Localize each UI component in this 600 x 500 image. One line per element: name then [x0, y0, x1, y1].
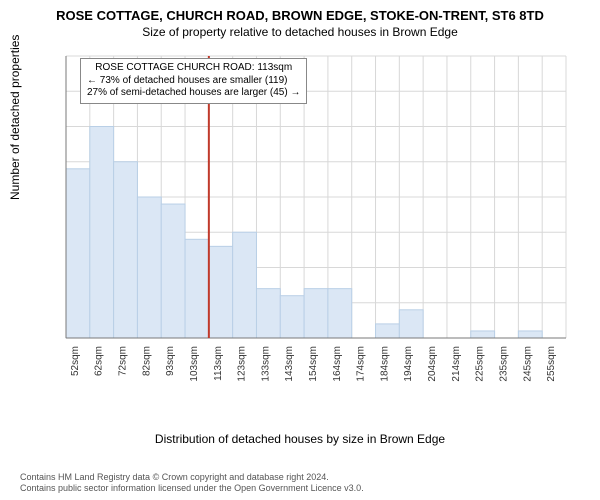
x-tick-label: 174sqm — [356, 346, 367, 382]
x-tick-label: 154sqm — [308, 346, 319, 382]
x-tick-label: 113sqm — [213, 346, 224, 381]
bar — [256, 289, 280, 338]
x-tick-label: 245sqm — [522, 346, 533, 382]
chart-subtitle: Size of property relative to detached ho… — [10, 25, 590, 39]
y-axis-label: Number of detached properties — [8, 35, 22, 200]
bar — [90, 127, 114, 339]
bar — [137, 197, 161, 338]
chart-title: ROSE COTTAGE, CHURCH ROAD, BROWN EDGE, S… — [10, 8, 590, 23]
bar — [304, 289, 328, 338]
bar — [518, 331, 542, 338]
x-tick-label: 235sqm — [498, 346, 509, 382]
x-tick-label: 143sqm — [284, 346, 295, 382]
x-tick-label: 72sqm — [118, 346, 129, 376]
bar — [66, 169, 90, 338]
bar — [114, 162, 138, 338]
x-tick-label: 103sqm — [189, 346, 200, 382]
x-tick-label: 62sqm — [94, 346, 105, 376]
footer-line2: Contains public sector information licen… — [20, 483, 364, 494]
annotation-line2: ← 73% of detached houses are smaller (11… — [87, 75, 300, 88]
x-tick-label: 133sqm — [260, 346, 271, 382]
x-tick-label: 93sqm — [165, 346, 176, 376]
footer: Contains HM Land Registry data © Crown c… — [20, 472, 364, 495]
bar — [161, 204, 185, 338]
bar — [280, 296, 304, 338]
annotation-line1: ROSE COTTAGE CHURCH ROAD: 113sqm — [87, 62, 300, 75]
bar — [376, 324, 400, 338]
x-tick-label: 184sqm — [379, 346, 390, 382]
x-tick-label: 82sqm — [141, 346, 152, 376]
annotation-box: ROSE COTTAGE CHURCH ROAD: 113sqm ← 73% o… — [80, 58, 307, 104]
bar — [399, 310, 423, 338]
x-axis-label: Distribution of detached houses by size … — [0, 432, 600, 446]
x-tick-label: 204sqm — [427, 346, 438, 382]
bar — [185, 239, 209, 338]
x-tick-label: 225sqm — [475, 346, 486, 382]
bar — [209, 246, 233, 338]
x-tick-label: 255sqm — [546, 346, 557, 382]
bar — [471, 331, 495, 338]
x-tick-label: 164sqm — [332, 346, 343, 382]
x-tick-label: 214sqm — [451, 346, 462, 382]
bar — [233, 232, 257, 338]
x-tick-label: 52sqm — [70, 346, 81, 376]
x-tick-label: 123sqm — [237, 346, 248, 382]
bar — [328, 289, 352, 338]
annotation-line3: 27% of semi-detached houses are larger (… — [87, 87, 300, 100]
footer-line1: Contains HM Land Registry data © Crown c… — [20, 472, 364, 483]
x-tick-label: 194sqm — [403, 346, 414, 382]
